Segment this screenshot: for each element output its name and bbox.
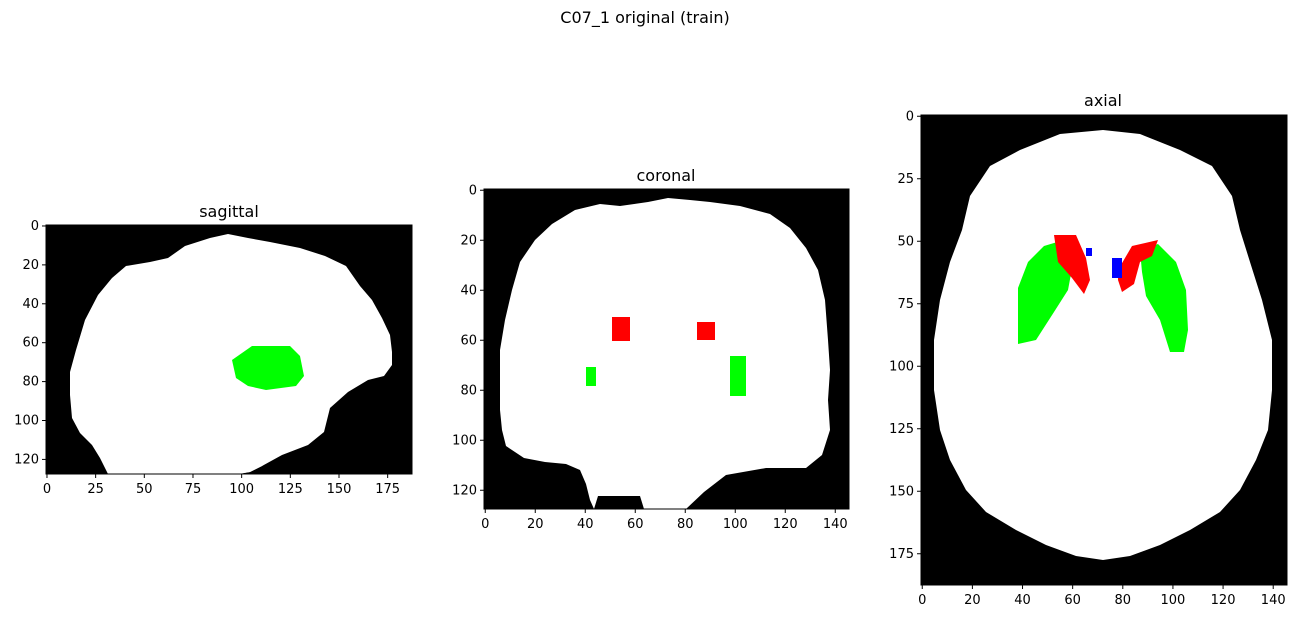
y-tick-label: 25 — [897, 172, 914, 187]
label-red-coronal-left — [612, 317, 630, 341]
label-red-coronal-right — [697, 322, 715, 340]
x-tick-label: 120 — [1211, 593, 1236, 608]
axis-ticks-axial: 0 20 40 60 80 100 120 140 0 25 50 75 100 125 150 175 — [889, 109, 1285, 608]
x-tick-label: 20 — [527, 517, 544, 532]
x-tick-label: 100 — [229, 482, 254, 497]
label-blue-axial-left — [1086, 248, 1092, 256]
y-tick-label: 125 — [889, 422, 914, 437]
y-tick-label: 150 — [889, 484, 914, 499]
panel-axial: axial 0 20 40 60 80 100 120 140 0 25 50 75 100 125 150… — [889, 91, 1288, 608]
x-tick-label: 125 — [278, 482, 303, 497]
label-blue-axial-right — [1112, 258, 1122, 278]
y-tick-label: 20 — [460, 233, 477, 248]
y-tick-label: 120 — [452, 483, 477, 498]
y-tick-label: 100 — [14, 414, 39, 429]
x-tick-label: 80 — [1115, 593, 1132, 608]
y-tick-label: 175 — [889, 547, 914, 562]
x-tick-label: 50 — [136, 482, 153, 497]
x-tick-label: 140 — [1261, 593, 1286, 608]
axis-ticks-coronal: 0 20 40 60 80 100 120 140 0 20 40 60 80 100 120 — [452, 183, 847, 532]
x-tick-label: 40 — [1014, 593, 1031, 608]
x-tick-label: 80 — [677, 517, 694, 532]
x-tick-label: 100 — [1161, 593, 1186, 608]
y-tick-label: 120 — [14, 452, 39, 467]
label-green-sagittal — [232, 346, 304, 390]
y-tick-label: 80 — [22, 375, 39, 390]
x-tick-label: 140 — [823, 517, 848, 532]
panel-title-axial: axial — [1084, 91, 1122, 110]
label-green-axial-left — [1018, 240, 1074, 344]
panel-title-coronal: coronal — [637, 166, 696, 185]
brain-mask-coronal — [500, 198, 830, 509]
x-tick-label: 60 — [1064, 593, 1081, 608]
y-tick-label: 40 — [460, 283, 477, 298]
x-tick-label: 150 — [327, 482, 352, 497]
image-coronal — [484, 189, 849, 509]
axis-ticks-sagittal: 0 25 50 75 100 125 150 175 0 20 40 60 80 100 120 — [14, 219, 400, 497]
figure-title: C07_1 original (train) — [560, 8, 729, 28]
y-tick-label: 50 — [897, 234, 914, 249]
x-tick-label: 0 — [481, 517, 489, 532]
image-sagittal — [46, 225, 412, 474]
x-tick-label: 120 — [773, 517, 798, 532]
y-tick-label: 20 — [22, 258, 39, 273]
image-axial — [921, 115, 1287, 585]
x-tick-label: 100 — [723, 517, 748, 532]
label-red-axial-left — [1054, 235, 1090, 294]
label-red-axial-right — [1118, 240, 1158, 292]
panel-title-sagittal: sagittal — [199, 202, 259, 221]
x-tick-label: 175 — [375, 482, 400, 497]
brain-mask-sagittal — [70, 234, 392, 474]
x-tick-label: 0 — [43, 482, 51, 497]
y-tick-label: 100 — [889, 359, 914, 374]
panel-coronal: coronal 0 20 40 60 80 100 120 140 0 20 40 60 80 100 12… — [452, 166, 850, 532]
x-tick-label: 75 — [185, 482, 202, 497]
y-tick-label: 0 — [31, 219, 39, 234]
y-tick-label: 80 — [460, 383, 477, 398]
y-tick-label: 0 — [906, 109, 914, 124]
y-tick-label: 0 — [469, 183, 477, 198]
y-tick-label: 100 — [452, 433, 477, 448]
x-tick-label: 20 — [964, 593, 981, 608]
y-tick-label: 75 — [897, 297, 914, 312]
label-green-coronal-left — [586, 367, 596, 386]
label-green-coronal-right — [730, 356, 746, 396]
brain-mask-axial — [934, 130, 1272, 560]
y-tick-label: 40 — [22, 297, 39, 312]
brain-bottom-sagittal — [108, 436, 272, 474]
y-tick-label: 60 — [22, 336, 39, 351]
x-tick-label: 25 — [87, 482, 104, 497]
label-green-axial-right — [1140, 244, 1188, 352]
y-tick-label: 60 — [460, 333, 477, 348]
x-tick-label: 40 — [577, 517, 594, 532]
x-tick-label: 60 — [627, 517, 644, 532]
x-tick-label: 0 — [918, 593, 926, 608]
panel-sagittal: sagittal 0 25 50 75 100 125 150 175 0 20 40 60 80 100… — [14, 202, 413, 497]
